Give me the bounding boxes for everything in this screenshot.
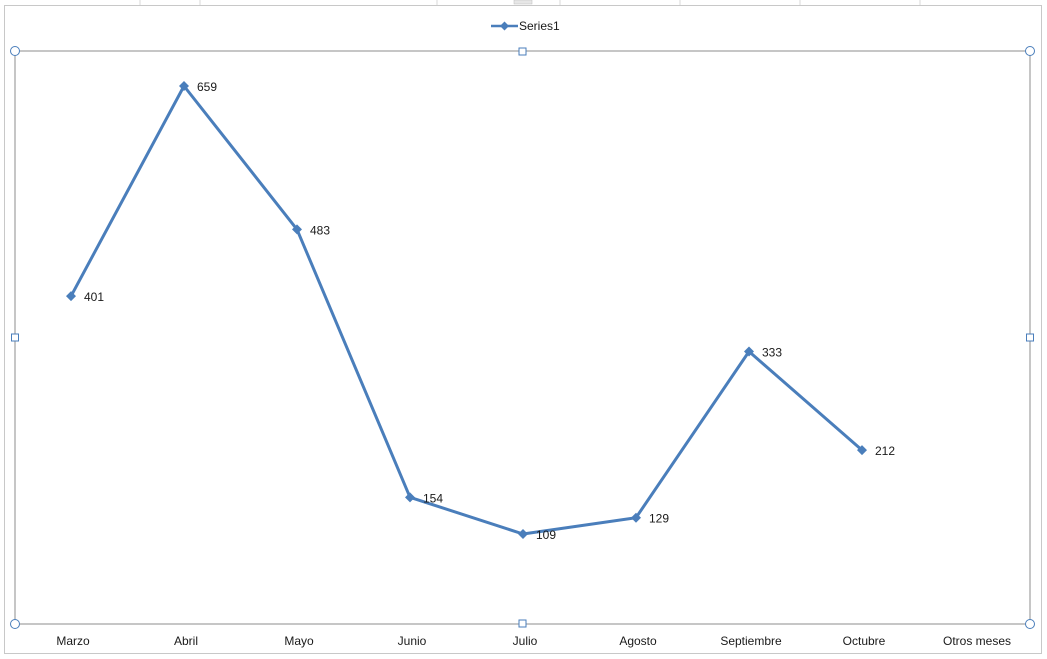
- resize-handle-top[interactable]: [518, 47, 527, 56]
- data-point-marker[interactable]: [857, 445, 867, 456]
- sheet-gridlines: [139, 0, 921, 5]
- category-tick-label: Junio: [398, 634, 427, 648]
- data-point-marker[interactable]: [292, 224, 302, 235]
- category-tick-label: Agosto: [619, 634, 657, 648]
- data-label: 483: [310, 223, 330, 237]
- data-label: 212: [875, 444, 895, 458]
- category-tick-label: Septiembre: [720, 634, 782, 648]
- data-labels: 401 659 483 154 109 129 333 212: [84, 80, 895, 542]
- legend[interactable]: Series1: [491, 19, 560, 33]
- resize-handle-bottom[interactable]: [518, 619, 527, 628]
- plot-area-selection-handles[interactable]: [10, 46, 1035, 629]
- category-axis: Marzo Abril Mayo Junio Julio Agosto Septiembre…: [56, 634, 1011, 648]
- data-point-marker[interactable]: [631, 512, 641, 523]
- chart-frame: [4, 5, 1042, 654]
- data-point-marker[interactable]: [405, 492, 415, 503]
- resize-handle-bottom-left[interactable]: [10, 619, 20, 629]
- data-label: 129: [649, 512, 669, 526]
- category-tick-label: Julio: [513, 634, 538, 648]
- category-tick-label: Octubre: [843, 634, 886, 648]
- category-tick-label: Abril: [174, 634, 198, 648]
- resize-handle-top-left[interactable]: [10, 46, 20, 56]
- data-label: 659: [197, 80, 217, 94]
- series1-layer[interactable]: [66, 81, 867, 539]
- category-tick-label: Marzo: [56, 634, 90, 648]
- resize-handle-top-right[interactable]: [1025, 46, 1035, 56]
- resize-handle-left[interactable]: [11, 333, 19, 342]
- resize-handle-bottom-right[interactable]: [1025, 619, 1035, 629]
- series1-line[interactable]: [69, 84, 863, 536]
- data-label: 109: [536, 528, 556, 542]
- category-tick-label: Otros meses: [943, 634, 1011, 648]
- data-label: 154: [423, 491, 443, 505]
- data-label: 333: [762, 346, 782, 360]
- legend-diamond-marker: [500, 21, 509, 31]
- data-label: 401: [84, 290, 104, 304]
- legend-entry-series1: Series1: [519, 19, 560, 33]
- resize-handle-right[interactable]: [1026, 333, 1034, 342]
- data-point-marker[interactable]: [518, 529, 528, 539]
- data-point-marker[interactable]: [744, 346, 754, 357]
- chart-grip-handle[interactable]: [513, 0, 533, 5]
- data-point-marker[interactable]: [179, 81, 189, 91]
- data-point-marker[interactable]: [66, 291, 76, 302]
- category-tick-label: Mayo: [284, 634, 314, 648]
